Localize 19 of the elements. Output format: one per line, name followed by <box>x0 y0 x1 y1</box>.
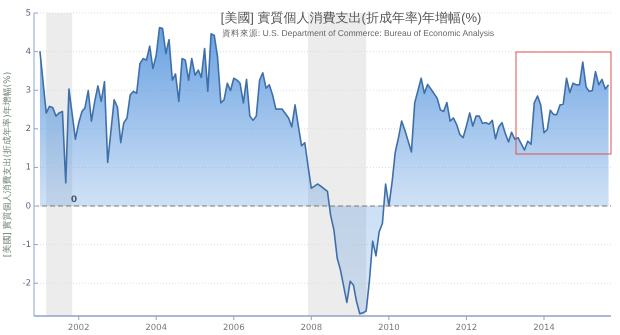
y-tick-label: -2 <box>22 278 31 289</box>
x-tick-label: 2002 <box>68 323 90 333</box>
annotation: 資料來源: U.S. Department of Commerce: Bureau of Economic Analysis <box>222 28 494 38</box>
x-tick-label: 2010 <box>378 323 400 333</box>
x-tick-label: 2012 <box>456 323 478 333</box>
y-tick-label: 2 <box>26 124 31 134</box>
y-tick-label: 3 <box>26 86 31 96</box>
x-tick-label: 2008 <box>300 323 322 333</box>
y-axis-title: [美國] 實質個人消費支出(折成年率)年增幅(%) <box>2 72 13 258</box>
annotation: 0 <box>70 194 78 205</box>
y-tick-label: 5 <box>26 8 31 18</box>
x-tick-label: 2004 <box>145 323 168 333</box>
y-tick-label: 4 <box>26 46 31 57</box>
chart-title: [美國] 實質個人消費支出(折成年率)年增幅(%) <box>220 10 482 25</box>
x-tick-label: 2006 <box>222 323 245 333</box>
x-tick-label: 2014 <box>533 323 555 333</box>
y-tick-label: 1 <box>26 162 31 173</box>
y-tick-label: -1 <box>22 240 31 250</box>
y-tick-label: 0 <box>26 201 31 212</box>
